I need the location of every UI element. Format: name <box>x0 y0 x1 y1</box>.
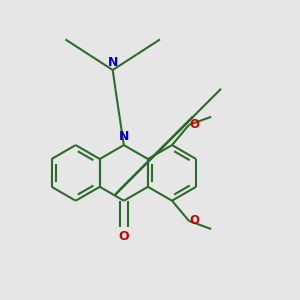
Text: O: O <box>190 118 200 131</box>
Text: N: N <box>107 56 118 69</box>
Text: N: N <box>118 130 129 143</box>
Text: O: O <box>118 230 129 243</box>
Text: O: O <box>190 214 200 227</box>
